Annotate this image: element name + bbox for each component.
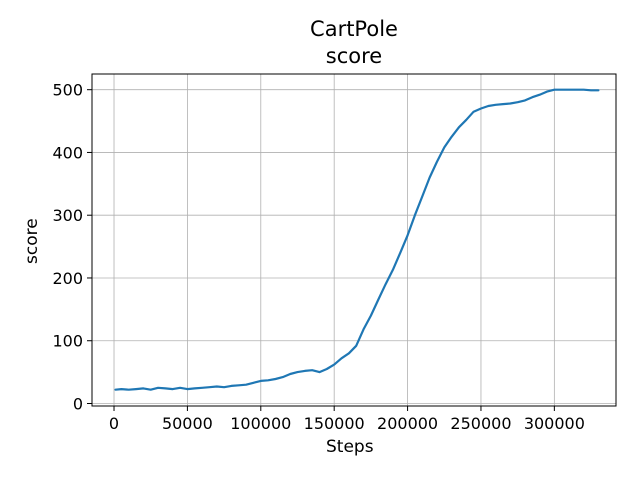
x-tick-label: 200000 — [377, 414, 438, 433]
grid-layer — [92, 74, 616, 406]
x-tick-label: 0 — [109, 414, 119, 433]
x-axis-label: Steps — [326, 437, 374, 457]
x-tick-label: 50000 — [162, 414, 213, 433]
y-tick-label: 300 — [52, 206, 83, 225]
series-layer — [114, 88, 600, 391]
series-line — [114, 88, 600, 391]
x-tick-label: 100000 — [230, 414, 291, 433]
y-tick-label: 200 — [52, 269, 83, 288]
tick-layer: 0 50000 100000 150000 200000 250000 300000 0 100… — [52, 81, 584, 433]
y-axis-label: score — [22, 218, 42, 264]
y-tick-label: 100 — [52, 332, 83, 351]
chart-subtitle: score — [325, 44, 383, 68]
x-tick-label: 150000 — [304, 414, 365, 433]
chart-title: CartPole — [310, 17, 398, 41]
x-tick-label: 300000 — [524, 414, 585, 433]
y-tick-label: 400 — [52, 143, 83, 162]
x-tick-label: 250000 — [450, 414, 511, 433]
plot-frame — [91, 73, 617, 407]
y-tick-label: 0 — [73, 394, 83, 413]
y-tick-label: 500 — [52, 81, 83, 100]
